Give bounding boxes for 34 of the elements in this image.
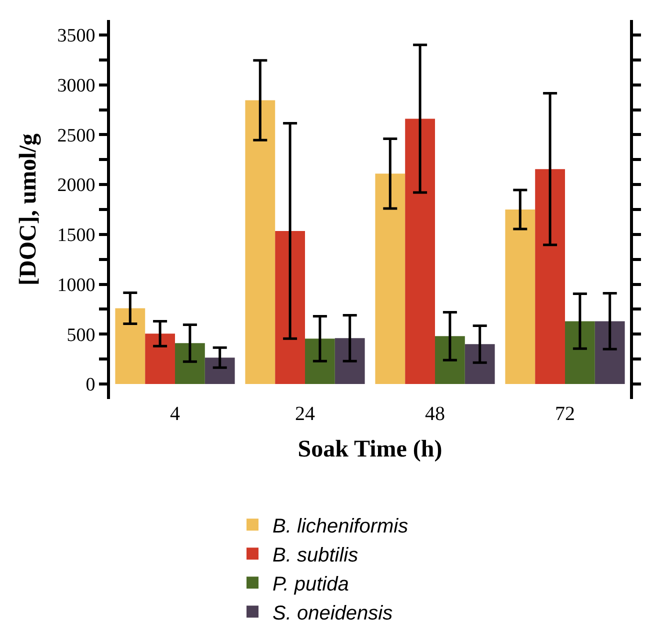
bar xyxy=(275,230,305,384)
legend-label: S. oneidensis xyxy=(272,602,393,624)
x-axis-title: Soak Time (h) xyxy=(298,436,442,462)
bar xyxy=(375,174,406,384)
x-tick-label: 72 xyxy=(555,403,575,425)
bar xyxy=(334,338,365,384)
y-tick-label: 3500 xyxy=(57,26,96,47)
bar xyxy=(464,344,495,384)
bar xyxy=(204,358,235,384)
legend-label: P. putida xyxy=(272,573,349,596)
y-tick-label: 500 xyxy=(66,324,96,346)
y-tick-label: 1500 xyxy=(57,225,96,246)
bar xyxy=(245,100,276,384)
bar xyxy=(535,169,565,384)
x-tick-label: 48 xyxy=(425,403,445,425)
bar xyxy=(145,334,175,384)
x-tick-label: 4 xyxy=(170,403,180,425)
legend-label: B. subtilis xyxy=(272,544,358,566)
bar xyxy=(305,338,335,384)
y-tick-label: 1000 xyxy=(57,274,96,296)
bar xyxy=(435,336,465,384)
bar xyxy=(565,321,595,384)
y-tick-label: 2500 xyxy=(57,125,96,146)
bar xyxy=(405,118,435,384)
x-tick-label: 24 xyxy=(295,403,315,425)
y-tick-label: 2000 xyxy=(57,175,96,196)
y-tick-label: 0 xyxy=(86,374,96,396)
legend-label: B. licheniformis xyxy=(272,515,408,538)
bar xyxy=(175,343,205,384)
bar xyxy=(594,321,625,384)
bar xyxy=(115,308,146,384)
y-axis-title: [DOC], umol/g xyxy=(15,134,42,286)
y-tick-label: 3000 xyxy=(57,75,96,96)
bar xyxy=(505,210,536,384)
